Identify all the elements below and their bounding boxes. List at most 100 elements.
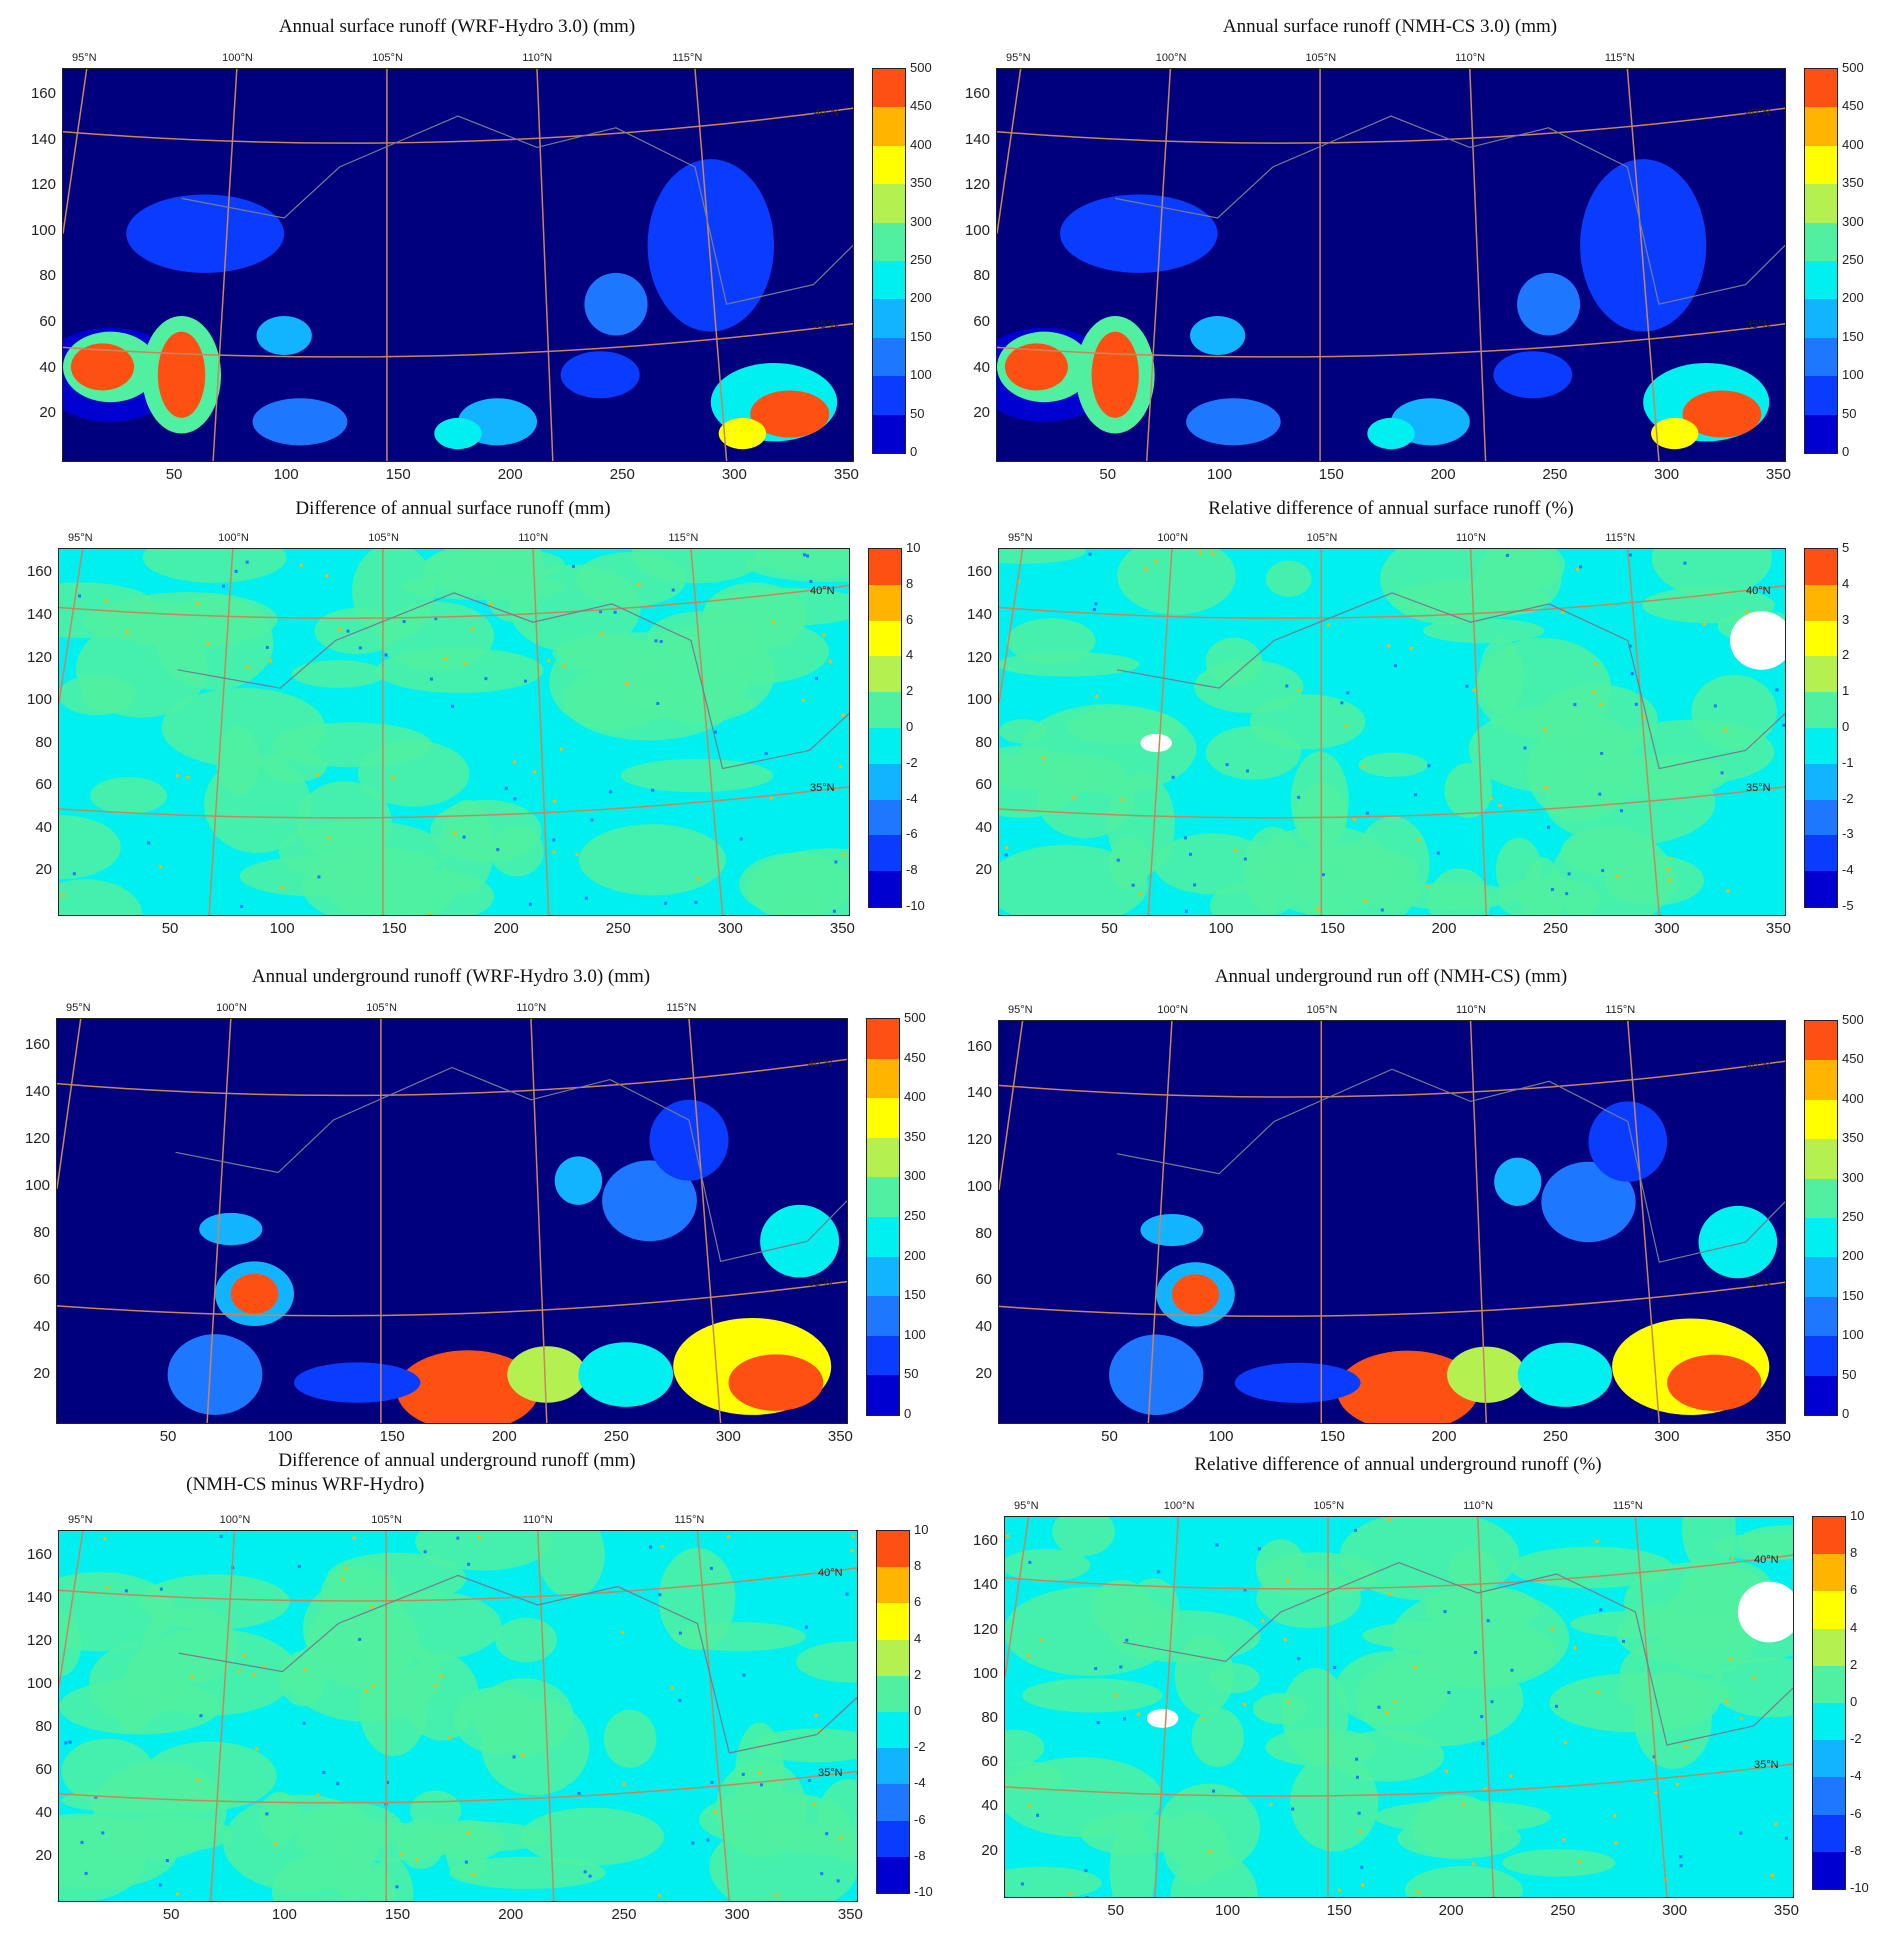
field-speck xyxy=(1729,1657,1732,1660)
longitude-label: 105°N xyxy=(372,52,403,64)
field-speck xyxy=(560,748,563,751)
field-speck xyxy=(467,1563,470,1566)
x-tick-label: 100 xyxy=(1206,1902,1250,1919)
field-speck xyxy=(1771,1874,1774,1877)
colorbar-tick-label: 450 xyxy=(904,1050,926,1065)
field-speck xyxy=(563,665,566,668)
y-tick-label: 160 xyxy=(964,1532,998,1549)
colorbar-segment xyxy=(1805,69,1837,108)
colorbar-tick-label: 250 xyxy=(904,1208,926,1223)
colorbar-segment xyxy=(1805,835,1837,871)
field-speck xyxy=(1366,812,1369,815)
field-speck xyxy=(255,1747,258,1750)
colorbar-tick-label: 400 xyxy=(1842,137,1864,152)
colorbar xyxy=(872,68,906,454)
map-area[interactable] xyxy=(998,548,1786,916)
field-speck xyxy=(815,677,818,680)
colorbar-segment xyxy=(1805,338,1837,377)
field-speck xyxy=(159,1883,162,1886)
y-tick-label: 100 xyxy=(16,1177,50,1194)
field-speck xyxy=(1359,1830,1362,1833)
longitude-label: 110°N xyxy=(516,1002,546,1014)
x-tick-label: 100 xyxy=(264,466,308,483)
longitude-label: 95°N xyxy=(72,52,97,64)
map-area[interactable] xyxy=(56,1018,848,1424)
field-patch xyxy=(376,648,544,693)
colorbar-tick-label: 4 xyxy=(914,1631,921,1646)
field-speck xyxy=(1561,611,1564,614)
latitude-label: 35°N xyxy=(1746,319,1771,331)
field-speck xyxy=(521,1754,524,1757)
field-speck xyxy=(1201,1717,1204,1720)
field-patch xyxy=(1022,1678,1162,1712)
colorbar-tick-label: 6 xyxy=(1850,1582,1857,1597)
colorbar-segment xyxy=(867,1375,899,1415)
colorbar-tick-label: 350 xyxy=(1842,175,1864,190)
field-speck xyxy=(1338,1889,1341,1892)
colorbar-segment xyxy=(873,261,905,300)
field-speck xyxy=(1721,771,1724,774)
map-area[interactable] xyxy=(998,1020,1786,1424)
colorbar-segment xyxy=(869,585,901,621)
field-speck xyxy=(822,633,825,636)
colorbar-segment xyxy=(1805,1218,1837,1258)
field-patch xyxy=(1510,1547,1673,1589)
map-area[interactable] xyxy=(1004,1516,1794,1898)
colorbar-segment xyxy=(1805,1139,1837,1179)
field-speck xyxy=(298,1565,301,1568)
map-area[interactable] xyxy=(58,548,850,916)
field-patch xyxy=(1175,1636,1234,1715)
longitude-label: 110°N xyxy=(1456,1004,1486,1016)
field-patch xyxy=(449,1857,605,1889)
runoff-patch xyxy=(584,273,647,336)
field-patch xyxy=(358,741,469,807)
colorbar-tick-label: 150 xyxy=(1842,1288,1864,1303)
field-speck xyxy=(694,901,697,904)
field-speck xyxy=(805,1626,808,1629)
field-speck xyxy=(765,752,768,755)
field-patch xyxy=(401,573,564,600)
field-speck xyxy=(472,1873,475,1876)
y-tick-label: 20 xyxy=(22,404,56,421)
field-speck xyxy=(1565,892,1568,895)
colorbar-tick-label: 150 xyxy=(1842,329,1864,344)
colorbar-tick-label: 300 xyxy=(1842,1170,1864,1185)
x-tick-label: 350 xyxy=(828,1906,872,1923)
field-patch xyxy=(1423,619,1545,644)
field-patch xyxy=(1282,1668,1348,1761)
field-speck xyxy=(815,1714,818,1717)
colorbar-segment xyxy=(1805,1297,1837,1337)
field-speck xyxy=(513,1755,516,1758)
x-tick-label: 200 xyxy=(482,1428,526,1445)
field-speck xyxy=(220,1535,223,1538)
longitude-label: 105°N xyxy=(368,532,399,544)
x-tick-label: 50 xyxy=(1087,920,1131,937)
map-area[interactable] xyxy=(996,68,1786,462)
colorbar-segment xyxy=(1813,1815,1845,1853)
field-speck xyxy=(471,627,474,630)
colorbar-segment xyxy=(1813,1554,1845,1592)
colorbar-segment xyxy=(877,1603,909,1640)
field-speck xyxy=(238,1669,241,1672)
y-tick-label: 40 xyxy=(956,359,990,376)
colorbar-segment xyxy=(867,1257,899,1297)
field-speck xyxy=(69,1741,72,1744)
field-speck xyxy=(802,699,805,702)
map-area[interactable] xyxy=(58,1530,858,1902)
field-speck xyxy=(658,1894,661,1897)
y-tick-label: 140 xyxy=(18,606,52,623)
field-speck xyxy=(456,1537,459,1540)
field-speck xyxy=(813,1803,816,1806)
field-speck xyxy=(1573,703,1576,706)
runoff-patch xyxy=(158,332,205,418)
field-speck xyxy=(578,1792,581,1795)
longitude-label: 95°N xyxy=(68,1514,93,1526)
field-speck xyxy=(1123,1717,1126,1720)
field-speck xyxy=(1555,1705,1558,1708)
colorbar-tick-label: 50 xyxy=(1842,1367,1856,1382)
colorbar-segment xyxy=(1805,692,1837,728)
field-speck xyxy=(206,642,209,645)
map-area[interactable] xyxy=(62,68,854,462)
field-patch xyxy=(454,1687,540,1754)
